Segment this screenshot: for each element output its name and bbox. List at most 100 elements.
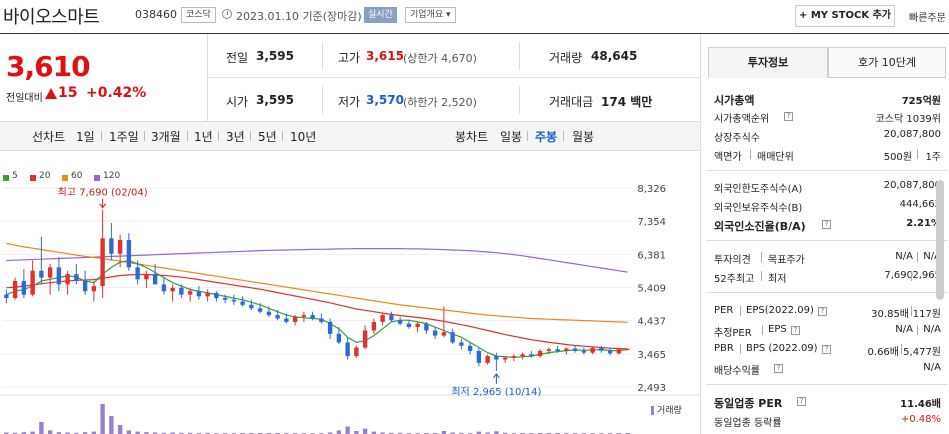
col-divider: [519, 42, 520, 70]
label-separator: [740, 344, 741, 354]
realtime-button[interactable]: 실시간: [364, 7, 397, 23]
volume-bar: [82, 432, 88, 434]
col-divider: [519, 86, 520, 114]
tab-1week[interactable]: 1주일: [109, 130, 139, 144]
candle-body: [450, 332, 455, 343]
volume-bar: [459, 432, 464, 434]
high-value: 3,615: [366, 49, 404, 63]
opinion-value: N/A: [895, 251, 913, 262]
help-icon[interactable]: ?: [784, 112, 793, 121]
industry-rate-label: 동일업종 등락률: [714, 418, 782, 429]
candle-body: [161, 284, 167, 292]
market-cap-label: 시가총액: [714, 94, 755, 107]
y-tick-label: 7,354: [637, 217, 666, 228]
tab-monthly[interactable]: 월봉: [572, 130, 595, 144]
volume-bar: [397, 432, 403, 434]
ma60-legend: 60: [71, 171, 83, 181]
tab-1day[interactable]: 1일: [76, 130, 95, 144]
cap-rank-value: 코스닥 1039위: [875, 114, 941, 125]
tab-5year[interactable]: 5년: [258, 130, 277, 144]
candle-body: [12, 281, 18, 299]
volume-bar: [380, 432, 385, 434]
candle-body: [65, 274, 70, 285]
stock-chart[interactable]: 8,326 7,354 6,381 5,409 4,437 3,465 2,493 최고 7…: [0, 180, 700, 434]
help-icon[interactable]: ?: [797, 397, 806, 406]
est-eps-value: N/A: [923, 324, 941, 335]
low-annotation: 최저 2,965 (10/14): [451, 386, 541, 398]
foreign-limit-label: 외국인한도주식수(A): [714, 184, 803, 195]
candle-body: [572, 348, 578, 351]
volume-bar: [441, 431, 447, 434]
y-tick-label: 4,437: [637, 317, 666, 328]
label-separator: [761, 271, 762, 281]
tab-3year[interactable]: 3년: [226, 130, 245, 144]
volume-bar: [362, 428, 368, 434]
help-icon[interactable]: ?: [822, 345, 831, 354]
tab-candle-chart[interactable]: 봉차트: [455, 130, 489, 144]
panel-scrollbar[interactable]: [936, 180, 944, 300]
candle-body: [397, 320, 403, 324]
help-icon[interactable]: ?: [774, 364, 783, 373]
volume-bar: [21, 432, 27, 434]
ma20-line: [6, 273, 628, 350]
volume-bar: [4, 432, 9, 434]
bps-label: BPS (2022.09): [746, 343, 818, 354]
add-mystock-button[interactable]: + MY STOCK 추가: [795, 5, 895, 27]
prev-close-label: 전일: [226, 51, 249, 65]
candle-body: [327, 321, 333, 334]
candle-body: [30, 270, 35, 295]
volume-bar: [179, 432, 184, 434]
upper-limit: (상한가 4,670): [403, 52, 477, 65]
tab-10year[interactable]: 10년: [290, 130, 317, 144]
help-icon[interactable]: ?: [822, 220, 831, 229]
change-percent: +0.42%: [86, 85, 147, 101]
unit-value: 1주: [925, 152, 941, 163]
tab-separator: [282, 131, 283, 141]
candle-body: [415, 323, 420, 328]
quick-order-link[interactable]: 빠른주문: [909, 13, 946, 24]
candle-body: [529, 354, 534, 357]
tab-investment-info[interactable]: 투자정보: [708, 47, 828, 78]
low-value: 3,570: [366, 93, 404, 107]
candle-body: [520, 354, 525, 357]
tab-1year[interactable]: 1년: [194, 130, 213, 144]
candle-body: [389, 315, 394, 321]
volume-bar: [30, 431, 35, 434]
per-label: PER: [714, 305, 734, 316]
candle-body: [616, 349, 622, 354]
candle-body: [476, 350, 482, 363]
unit-label: 매매단위: [757, 152, 794, 163]
high-label: 고가: [338, 51, 361, 65]
company-overview-dropdown[interactable]: 기업개요 ▾: [405, 7, 456, 23]
candle-body: [144, 274, 149, 280]
volume-bar: [494, 431, 499, 434]
candle-body: [4, 294, 9, 299]
candle-body: [284, 318, 289, 322]
foreign-ratio-label: 외국인소진율(B/A): [714, 220, 806, 233]
bps-value: 5,477원: [903, 347, 941, 358]
tab-order-book[interactable]: 호가 10단계: [828, 47, 946, 78]
tab-line-chart[interactable]: 선차트: [32, 130, 66, 144]
help-icon[interactable]: ?: [791, 326, 800, 335]
help-icon[interactable]: ?: [818, 307, 827, 316]
candle-body: [187, 291, 193, 295]
tab-separator: [527, 131, 528, 141]
est-per-value: N/A: [895, 324, 913, 335]
tab-3month[interactable]: 3개월: [151, 130, 181, 144]
tab-daily[interactable]: 일봉: [500, 130, 523, 144]
candle-body: [39, 270, 44, 278]
foreign-hold-value: 444,662: [899, 199, 941, 210]
panel-separator: [706, 170, 947, 171]
high-arrow-head: [99, 203, 107, 209]
y-tick-label: 8,326: [637, 184, 666, 195]
candle-body: [47, 267, 53, 278]
cap-rank-label: 시가총액순위: [714, 114, 770, 125]
candle-body: [564, 348, 569, 351]
volume-bar: [345, 426, 350, 434]
candle-body: [354, 347, 359, 357]
est-eps-label: EPS: [768, 324, 787, 335]
col-divider: [322, 42, 323, 70]
volume-bar: [476, 431, 482, 434]
industry-per-value: 11.46배: [900, 399, 941, 410]
tab-weekly[interactable]: 주봉: [535, 130, 558, 144]
